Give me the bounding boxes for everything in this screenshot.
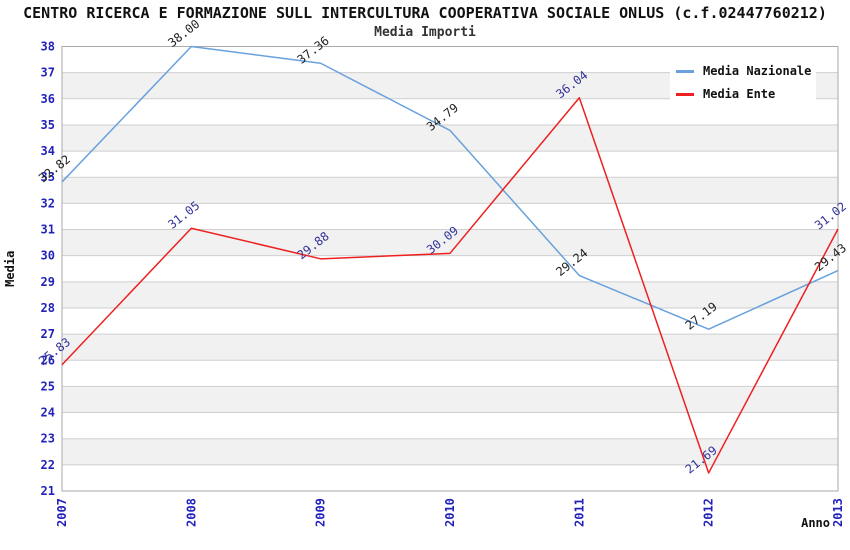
- svg-text:27: 27: [41, 327, 55, 341]
- svg-text:38.00: 38.00: [165, 17, 202, 50]
- svg-text:25: 25: [41, 379, 55, 393]
- svg-text:26: 26: [41, 353, 55, 367]
- legend-label-media-ente: Media Ente: [703, 87, 776, 101]
- svg-text:32: 32: [41, 196, 55, 210]
- svg-text:Anno: Anno: [801, 516, 830, 530]
- chart-subtitle: Media Importi: [374, 25, 476, 40]
- svg-text:2012: 2012: [702, 498, 716, 527]
- svg-text:37: 37: [41, 66, 55, 80]
- svg-text:21: 21: [41, 484, 55, 498]
- svg-text:24: 24: [41, 406, 55, 420]
- chart-title: CENTRO RICERCA E FORMAZIONE SULL INTERCU…: [23, 4, 827, 22]
- legend-swatch-red-line-icon: [676, 92, 694, 96]
- legend: Media Nazionale Media Ente: [670, 55, 816, 109]
- svg-text:2009: 2009: [314, 498, 328, 527]
- svg-text:2013: 2013: [831, 498, 845, 527]
- svg-text:Media: Media: [3, 251, 17, 287]
- svg-text:36: 36: [41, 92, 55, 106]
- svg-text:38: 38: [41, 40, 55, 54]
- legend-item-media-ente: Media Ente: [676, 87, 810, 101]
- svg-text:31.02: 31.02: [812, 199, 849, 232]
- svg-text:2008: 2008: [184, 498, 198, 527]
- svg-text:29: 29: [41, 275, 55, 289]
- svg-text:33: 33: [41, 170, 55, 184]
- svg-text:31: 31: [41, 223, 55, 237]
- svg-text:2010: 2010: [443, 498, 457, 527]
- svg-text:2011: 2011: [572, 498, 586, 527]
- svg-text:34: 34: [41, 144, 55, 158]
- svg-text:30: 30: [41, 249, 55, 263]
- legend-label-media-nazionale: Media Nazionale: [703, 64, 812, 78]
- svg-text:22: 22: [41, 458, 55, 472]
- legend-swatch-blue-line-icon: [676, 69, 694, 73]
- svg-text:35: 35: [41, 118, 55, 132]
- svg-text:2007: 2007: [55, 498, 69, 527]
- legend-item-media-nazionale: Media Nazionale: [676, 64, 812, 78]
- svg-text:28: 28: [41, 301, 55, 315]
- svg-text:23: 23: [41, 432, 55, 446]
